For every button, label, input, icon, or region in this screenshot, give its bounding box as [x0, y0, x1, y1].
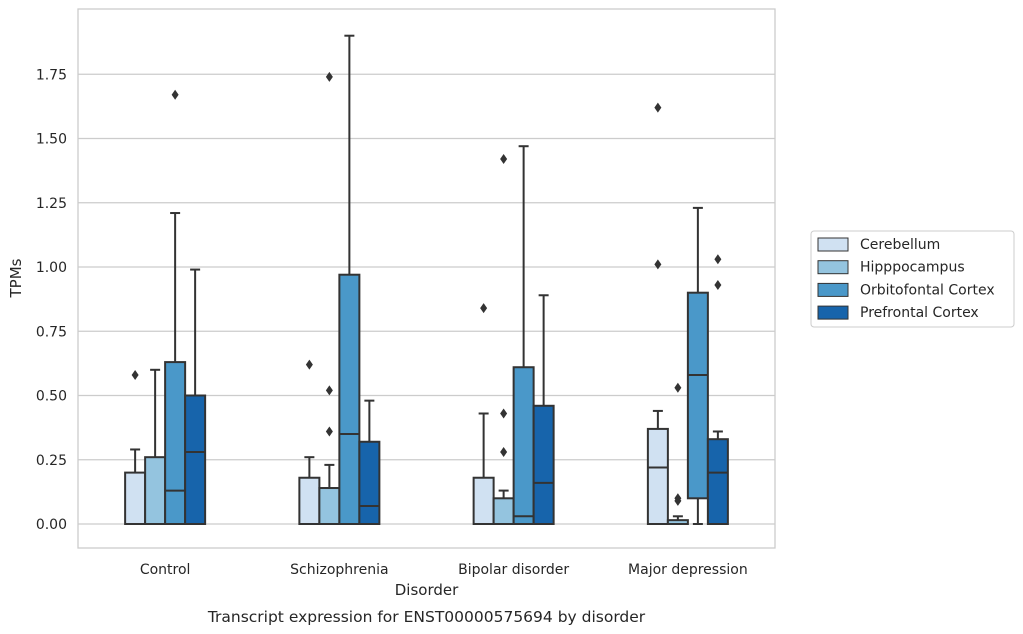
y-tick-label: 1.75	[36, 67, 67, 83]
box-group	[492, 154, 515, 525]
plot-frame	[77, 8, 776, 549]
outlier-point	[500, 408, 508, 419]
y-tick-label: 1.25	[36, 196, 67, 212]
box-group	[124, 369, 147, 526]
box	[144, 456, 167, 525]
outlier-point	[500, 154, 508, 165]
y-axis-label: TPMs	[7, 258, 25, 298]
box	[512, 366, 535, 526]
box	[492, 497, 515, 525]
y-tick-labels: 0.00 0.25 0.50 0.75 1.00 1.25 1.50 1.75	[36, 67, 67, 533]
legend-frame	[810, 230, 1015, 328]
legend-label: Prefrontal Cortex	[860, 305, 979, 321]
outlier-point	[480, 303, 488, 314]
outlier-point	[674, 382, 682, 393]
legend-swatch	[817, 237, 849, 252]
box-group	[298, 359, 321, 525]
box-group	[646, 102, 669, 525]
outlier-point	[500, 447, 508, 458]
y-tick-label: 0.00	[36, 517, 67, 533]
x-axis-label: Disorder	[395, 581, 459, 599]
y-tick-label: 1.50	[36, 132, 67, 148]
legend-swatch	[817, 282, 849, 297]
legend: Cerebellum Hipppocampus Orbitofontal Corte…	[810, 230, 1015, 328]
box	[318, 487, 341, 525]
box	[706, 438, 729, 525]
box-group	[666, 382, 689, 526]
chart-caption: Transcript expression for ENST0000057569…	[207, 608, 646, 626]
x-tick-label: Bipolar disorder	[458, 562, 569, 578]
legend-label: Hipppocampus	[860, 260, 965, 276]
outlier-point	[674, 493, 682, 504]
boxes	[124, 34, 729, 526]
box-group	[338, 34, 361, 525]
outlier-point	[654, 102, 662, 113]
legend-label: Orbitofontal Cortex	[860, 282, 995, 298]
box-group	[184, 268, 207, 525]
box	[124, 471, 147, 526]
y-tick-label: 0.75	[36, 324, 67, 340]
y-tick-label: 0.25	[36, 453, 67, 469]
outlier-point	[654, 259, 662, 270]
outlier-point	[714, 279, 722, 290]
box	[686, 291, 709, 500]
box	[184, 394, 207, 525]
box	[164, 361, 187, 525]
y-tick-label: 0.50	[36, 389, 67, 405]
outlier-point	[325, 71, 333, 82]
x-tick-labels: Control Schizophrenia Bipolar disorder Majo…	[140, 562, 748, 578]
x-tick-label: Control	[140, 562, 191, 578]
x-tick-label: Major depression	[628, 562, 748, 578]
outlier-point	[305, 359, 313, 370]
box-group	[686, 206, 709, 525]
outlier-point	[131, 369, 139, 380]
outlier-point	[325, 385, 333, 396]
outlier-point	[325, 426, 333, 437]
outlier-point	[714, 254, 722, 265]
box	[358, 440, 381, 526]
box-group	[318, 71, 341, 525]
box	[298, 476, 321, 525]
box-group	[706, 254, 729, 525]
box	[646, 427, 669, 525]
box-group	[532, 294, 555, 525]
box-group	[358, 399, 381, 526]
outlier-point	[171, 89, 179, 100]
legend-label: Cerebellum	[860, 237, 940, 253]
box	[338, 273, 361, 525]
y-tick-label: 1.00	[36, 260, 67, 276]
box	[472, 476, 495, 525]
legend-swatch	[817, 260, 849, 275]
legend-swatch	[817, 305, 849, 320]
x-tick-label: Schizophrenia	[290, 562, 388, 578]
box	[532, 404, 555, 525]
